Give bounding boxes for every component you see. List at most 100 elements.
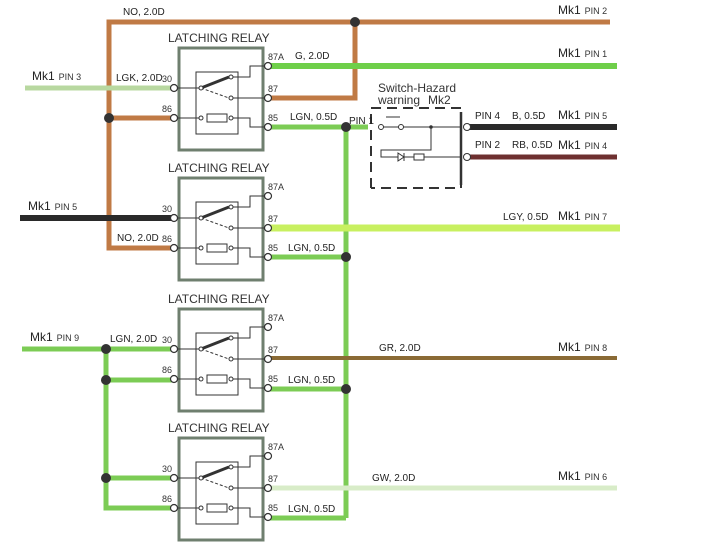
relay-pin-label: 87A	[268, 182, 284, 192]
label-lgn-pin9: LGN, 2.0D	[110, 334, 157, 345]
switch-pin1-label: PIN 1	[349, 116, 374, 127]
relay-terminal	[263, 191, 273, 201]
relay-contact	[228, 245, 234, 251]
connector-label-mk1-pin6: Mk1 PIN 6	[558, 469, 607, 483]
relay-contact	[198, 505, 204, 511]
label-lgy: LGY, 0.5D	[503, 212, 548, 223]
relay-contact	[228, 464, 234, 470]
switch-hazard-warning: Switch-Hazard warning Mk2 PIN 1 PIN 4 B,…	[349, 81, 553, 189]
switch-pin2-wire: RB, 0.5D	[512, 140, 553, 151]
relay-title: LATCHING RELAY	[168, 421, 270, 435]
resistor-icon	[413, 153, 425, 161]
connector-name: Mk1	[558, 138, 581, 152]
junction-dot	[341, 122, 351, 132]
label-no-top: NO, 2.0D	[123, 7, 165, 18]
relay-contact	[228, 95, 234, 101]
relay-coil	[206, 243, 228, 253]
connector-pin: PIN 5	[585, 111, 608, 121]
relay-inner	[195, 332, 239, 396]
relay-switch-dashed	[200, 87, 230, 99]
relay-contact	[228, 505, 234, 511]
relay-internal-wiring	[178, 195, 264, 258]
relay-contact	[198, 245, 204, 251]
switch-contact	[398, 124, 404, 130]
wire-labels: NO, 2.0D G, 2.0D LGK, 2.0D LGN, 0.5D NO,…	[110, 7, 548, 515]
connector-name: Mk1	[30, 330, 53, 344]
switch-title-2: warning	[377, 93, 420, 107]
relay-internal-wiring	[178, 455, 264, 518]
connector-name: Mk1	[558, 46, 581, 60]
latching-relay: LATCHING RELAY 87A 87 30 86 85	[162, 421, 284, 542]
relay-title: LATCHING RELAY	[168, 161, 270, 175]
relay-title: LATCHING RELAY	[168, 31, 270, 45]
relay-terminal	[263, 122, 273, 132]
relay-switch-arm	[200, 465, 230, 480]
relay-switch-arm	[200, 336, 230, 351]
relay-pin-label: 86	[162, 494, 172, 504]
connector-name: Mk1	[558, 209, 581, 223]
relay-pin-label: 85	[268, 113, 278, 123]
relay-terminal	[169, 473, 179, 483]
relay-contact	[228, 485, 234, 491]
relay-pin-label: 87	[268, 214, 278, 224]
connector-pin: PIN 4	[585, 141, 608, 151]
relay-terminal	[169, 213, 179, 223]
relay-switch-arm	[200, 205, 230, 220]
wires	[20, 19, 620, 521]
junction-dot	[101, 375, 111, 385]
relay-switch-dashed	[200, 348, 230, 360]
junction-dot	[341, 384, 351, 394]
relay-coil	[206, 503, 228, 513]
connector-label-mk1-pin7: Mk1 PIN 7	[558, 209, 607, 223]
label-lgn1: LGN, 0.5D	[290, 112, 337, 123]
relay-internal-wiring	[178, 65, 264, 128]
relay-terminal	[263, 383, 273, 393]
relay-terminal	[263, 322, 273, 332]
relay-contact	[228, 376, 234, 382]
connector-terminal	[463, 153, 471, 161]
connector-terminal	[463, 123, 471, 131]
junction-dot	[101, 473, 111, 483]
relay-pin-label: 85	[268, 503, 278, 513]
relay-contact	[228, 115, 234, 121]
connector-label-mk1-pin4: Mk1 PIN 4	[558, 138, 607, 152]
relay-contact	[228, 74, 234, 80]
label-g: G, 2.0D	[295, 51, 329, 62]
relay-box	[177, 176, 265, 282]
relay-title: LATCHING RELAY	[168, 292, 270, 306]
relay-pin-label: 30	[162, 464, 172, 474]
latching-relay: LATCHING RELAY 87A 87 30 86 85	[162, 292, 284, 413]
label-lgn4: LGN, 0.5D	[288, 504, 335, 515]
connector-labels: Mk1 PIN 2 Mk1 PIN 1 Mk1 PIN 3 Mk1 PIN 5 Mk1 PIN 4…	[28, 3, 607, 483]
relay-switch-dashed	[200, 477, 230, 489]
connector-label-mk1-pin9: Mk1 PIN 9	[30, 330, 79, 344]
relay-contact	[198, 376, 204, 382]
switch-pin2: PIN 2	[475, 140, 500, 151]
connector-pin: PIN 3	[59, 72, 82, 82]
relay-pin-label: 86	[162, 365, 172, 375]
relay-terminal	[169, 503, 179, 513]
connector-name: Mk1	[32, 69, 55, 83]
junction-dots	[101, 17, 360, 483]
relay-terminal	[169, 243, 179, 253]
relay-terminal	[263, 93, 273, 103]
connector-pin: PIN 7	[585, 212, 608, 222]
switch-pin4: PIN 4	[475, 111, 500, 122]
relay-pin-label: 86	[162, 104, 172, 114]
connector-label-mk1-pin1: Mk1 PIN 1	[558, 46, 607, 60]
relay-terminal	[169, 374, 179, 384]
relay-terminal	[263, 354, 273, 364]
relay-switch-dashed	[200, 217, 230, 229]
relay-terminal	[263, 483, 273, 493]
connector-name: Mk1	[28, 199, 51, 213]
label-gr: GR, 2.0D	[379, 343, 421, 354]
relay-terminal	[263, 451, 273, 461]
relay-pin-label: 87	[268, 474, 278, 484]
switch-mk: Mk2	[428, 93, 451, 107]
label-no2: NO, 2.0D	[117, 233, 159, 244]
connector-pin: PIN 1	[585, 49, 608, 59]
switch-node	[429, 125, 433, 129]
junction-dot	[101, 344, 111, 354]
switch-title-1: Switch-Hazard	[378, 81, 456, 95]
wire-lgn-bus	[268, 124, 368, 521]
